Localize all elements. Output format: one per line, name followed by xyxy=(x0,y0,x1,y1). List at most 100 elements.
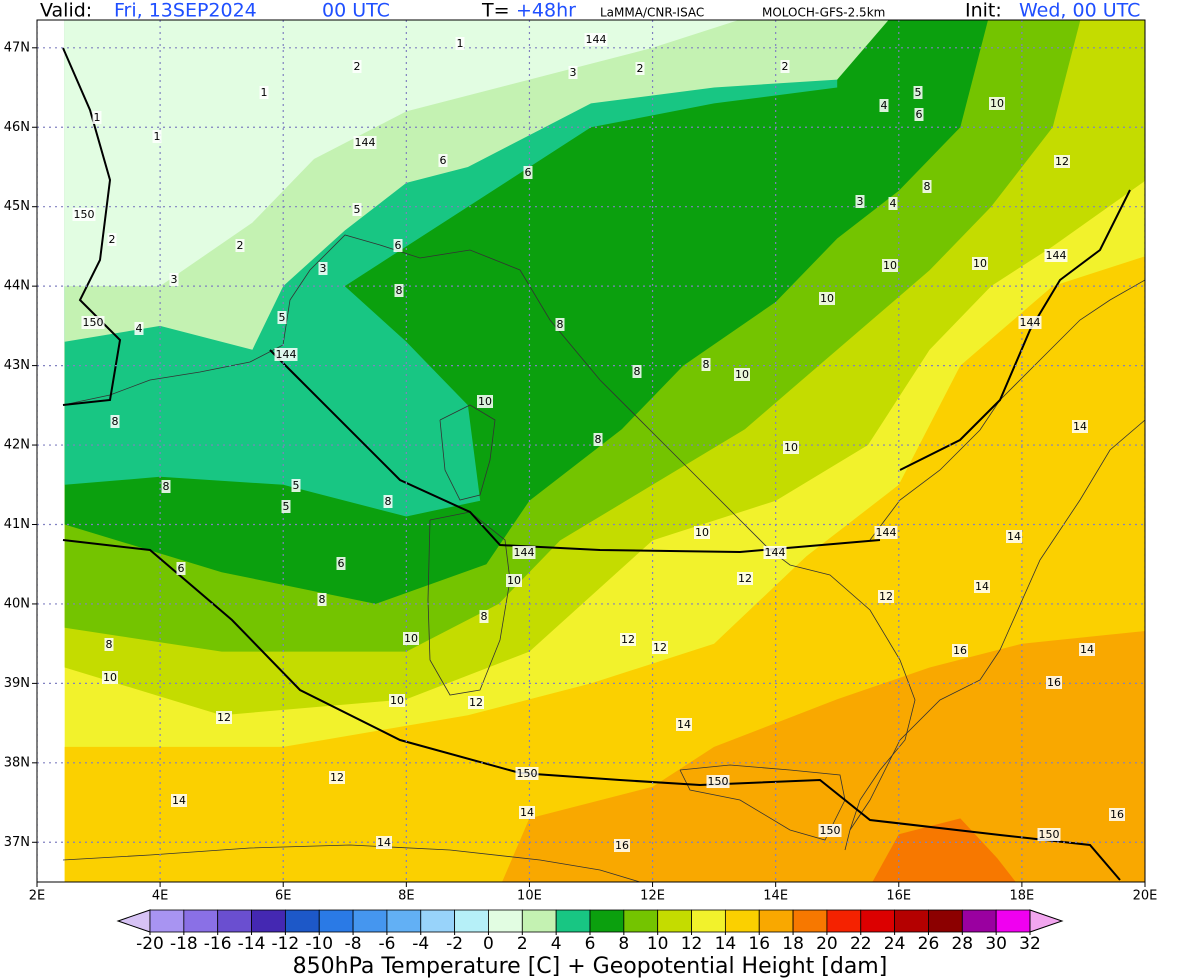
contour-label-text: 150 xyxy=(74,208,95,221)
contour-label-box xyxy=(274,348,298,361)
colorbar-tick-label: 4 xyxy=(551,934,562,954)
contour-label-text: 12 xyxy=(217,711,231,724)
contour-label: 144 xyxy=(874,526,898,539)
colorbar-box xyxy=(860,909,896,933)
contour-label-text: 10 xyxy=(507,574,521,587)
contour-label: 10 xyxy=(102,671,118,684)
contour-label-text: 8 xyxy=(112,415,119,428)
colorbar-tick-label: 16 xyxy=(748,934,770,954)
contour-label: 16 xyxy=(614,839,630,852)
contour-label-text: 16 xyxy=(953,644,967,657)
lat-tick-label: 37N xyxy=(4,835,30,850)
contour-label-box xyxy=(734,368,750,381)
contour-label-text: 1 xyxy=(457,37,464,50)
contour-label-text: 2 xyxy=(637,62,644,75)
contour-label-text: 5 xyxy=(293,479,300,492)
contour-label: 8 xyxy=(632,365,642,378)
contour-label-box xyxy=(519,806,535,819)
contour-label-text: 10 xyxy=(820,292,834,305)
contour-label-text: 8 xyxy=(163,480,170,493)
lat-tick-label: 44N xyxy=(4,279,30,294)
lon-tick-label: 6E xyxy=(275,889,292,904)
contour-label-text: 1 xyxy=(261,86,268,99)
contour-label: 3 xyxy=(568,66,578,79)
temperature-band xyxy=(872,818,1016,882)
contour-label-text: 6 xyxy=(178,562,185,575)
contour-label-box xyxy=(1018,316,1042,329)
contour-label: 16 xyxy=(1109,808,1125,821)
contour-label-box xyxy=(176,562,186,575)
contour-label-text: 6 xyxy=(440,154,447,167)
contour-label-box xyxy=(403,632,419,645)
contour-label-text: 150 xyxy=(517,767,538,780)
contour-label-text: 8 xyxy=(703,358,710,371)
contour-label-box xyxy=(281,500,291,513)
contour-label-text: 14 xyxy=(677,718,691,731)
lead-time: +48hr xyxy=(516,0,576,22)
colorbar-tick-label: -6 xyxy=(378,934,395,954)
contour-label-box xyxy=(515,767,539,780)
contour-label: 144 xyxy=(274,348,298,361)
contour-label-text: 12 xyxy=(738,572,752,585)
contour-label-box xyxy=(110,415,120,428)
contour-label-text: 10 xyxy=(735,368,749,381)
contour-label-box xyxy=(676,718,692,731)
model: MOLOCH-GFS-2.5km xyxy=(762,6,885,20)
contour-label-box xyxy=(952,644,968,657)
contour-label-box xyxy=(468,696,484,709)
colorbar-box xyxy=(995,909,1031,933)
contour-label: 14 xyxy=(1079,643,1095,656)
contour-label: 10 xyxy=(882,259,898,272)
contour-label: 144 xyxy=(584,33,608,46)
contour-label: 8 xyxy=(317,593,327,606)
colorbar-tick-label: -12 xyxy=(271,934,299,954)
lon-tick-label: 10E xyxy=(517,889,542,904)
contour-label-text: 10 xyxy=(695,526,709,539)
contour-label: 5 xyxy=(913,86,923,99)
lat-tick-label: 39N xyxy=(4,676,30,691)
contour-label-box xyxy=(134,322,144,335)
contour-label: 8 xyxy=(104,638,114,651)
contour-label-box xyxy=(913,86,923,99)
colorbar-tick-label: 24 xyxy=(884,934,906,954)
contour-label-text: 6 xyxy=(916,108,923,121)
contour-label: 14 xyxy=(376,836,392,849)
institution: LaMMA/CNR-ISAC xyxy=(600,6,704,20)
contour-label-box xyxy=(383,495,393,508)
contour-label-text: 3 xyxy=(857,195,864,208)
contour-label-box xyxy=(593,433,603,446)
contour-label-text: 6 xyxy=(525,166,532,179)
height-contour xyxy=(899,189,1131,471)
contour-label-box xyxy=(92,111,102,124)
colorbar-tick-label: 26 xyxy=(918,934,940,954)
contour-label: 150 xyxy=(515,767,539,780)
contour-label: 6 xyxy=(176,562,186,575)
contour-label-text: 144 xyxy=(1046,249,1067,262)
contour-label-text: 5 xyxy=(354,203,361,216)
colorbar-tick-label: 22 xyxy=(850,934,872,954)
contour-label: 14 xyxy=(519,806,535,819)
contour-label-box xyxy=(1109,808,1125,821)
contour-label: 6 xyxy=(336,557,346,570)
colorbar-box xyxy=(149,909,185,933)
colorbar-tick-label: 2 xyxy=(517,934,528,954)
contour-label: 14 xyxy=(676,718,692,731)
contour-label-box xyxy=(694,526,710,539)
lead-label: T= xyxy=(481,0,510,22)
contour-label-box xyxy=(376,836,392,849)
contour-label-text: 1 xyxy=(154,130,161,143)
contour-label: 6 xyxy=(523,166,533,179)
colorbar-box xyxy=(183,909,219,933)
contour-label-box xyxy=(394,284,404,297)
temperature-band xyxy=(502,630,1145,882)
colorbar-box xyxy=(251,909,286,933)
contour-label-box xyxy=(353,136,377,149)
contour-label-box xyxy=(523,166,533,179)
contour-label: 150 xyxy=(72,208,96,221)
contour-label-text: 14 xyxy=(172,794,186,807)
height-contour xyxy=(62,539,1121,881)
colorbar-tick-label: 30 xyxy=(985,934,1007,954)
contour-label-box xyxy=(555,318,565,331)
contour-label-box xyxy=(635,62,645,75)
colorbar-tick-label: -18 xyxy=(170,934,198,954)
